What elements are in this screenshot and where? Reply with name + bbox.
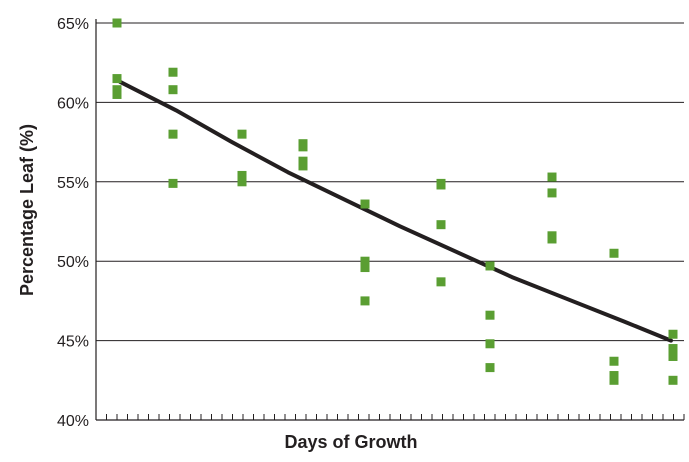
data-point bbox=[360, 263, 370, 273]
y-tick-label-40: 40% bbox=[57, 413, 89, 430]
data-point bbox=[360, 199, 370, 209]
data-point bbox=[168, 129, 178, 139]
y-tick-label-45: 45% bbox=[57, 334, 89, 351]
data-point bbox=[436, 277, 446, 287]
data-point bbox=[168, 85, 178, 95]
trendline-layer bbox=[118, 79, 673, 343]
data-point bbox=[168, 178, 178, 188]
data-point bbox=[485, 339, 495, 349]
data-point bbox=[547, 172, 557, 182]
data-point bbox=[298, 156, 308, 166]
data-point bbox=[237, 170, 247, 180]
data-point bbox=[360, 256, 370, 266]
data-point bbox=[547, 234, 557, 244]
gridlines bbox=[96, 22, 684, 342]
data-point bbox=[436, 180, 446, 190]
data-point bbox=[547, 188, 557, 198]
y-tick-label-55: 55% bbox=[57, 175, 89, 192]
data-point bbox=[668, 351, 678, 361]
data-point bbox=[668, 344, 678, 354]
data-point bbox=[485, 310, 495, 320]
axes bbox=[95, 19, 685, 421]
data-point bbox=[485, 363, 495, 373]
data-point bbox=[237, 129, 247, 139]
data-point bbox=[436, 220, 446, 230]
trendline bbox=[118, 79, 673, 343]
data-point bbox=[112, 89, 122, 99]
data-point bbox=[112, 74, 122, 84]
data-point bbox=[485, 261, 495, 271]
y-tick-label-65: 65% bbox=[57, 16, 89, 33]
data-point bbox=[609, 375, 619, 385]
data-point bbox=[609, 356, 619, 366]
data-point bbox=[609, 248, 619, 258]
data-point bbox=[298, 142, 308, 152]
data-points bbox=[112, 18, 678, 385]
data-point bbox=[298, 161, 308, 171]
data-point bbox=[112, 85, 122, 95]
y-tick-label-60: 60% bbox=[57, 95, 89, 112]
data-point bbox=[668, 375, 678, 385]
data-point bbox=[668, 329, 678, 339]
tick-labels: 40% 45% 50% 55% 60% 65% bbox=[57, 16, 89, 430]
y-axis-title: Percentage Leaf (%) bbox=[17, 124, 37, 296]
data-point bbox=[112, 18, 122, 28]
y-tick-label-50: 50% bbox=[57, 254, 89, 271]
data-point bbox=[609, 371, 619, 381]
data-point bbox=[168, 67, 178, 77]
data-point bbox=[237, 177, 247, 187]
data-point bbox=[360, 296, 370, 306]
x-axis-title: Days of Growth bbox=[284, 432, 417, 452]
